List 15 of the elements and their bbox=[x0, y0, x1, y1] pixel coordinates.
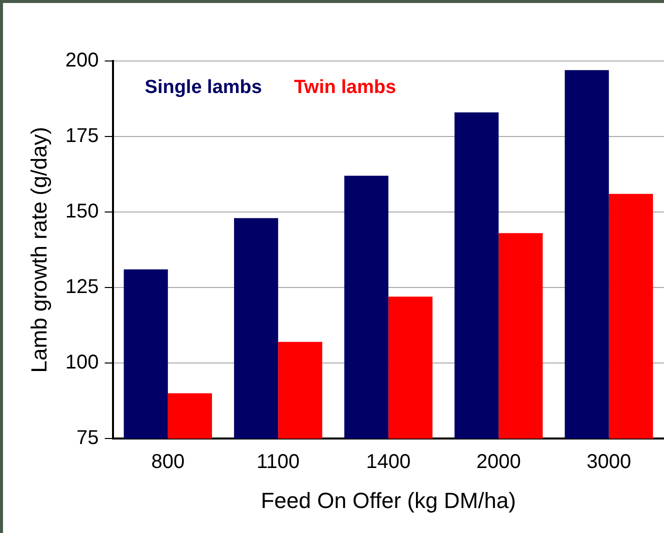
text: Single lambs bbox=[144, 77, 262, 98]
y-tick-label: 100 bbox=[65, 352, 99, 374]
text: Twin lambs bbox=[294, 77, 396, 98]
y-tick-label: 200 bbox=[65, 50, 99, 72]
x-tick-label: 1100 bbox=[256, 451, 300, 474]
x-tick-label: 1400 bbox=[366, 451, 411, 474]
x-tick-label: 2000 bbox=[476, 451, 521, 474]
y-tick-label: 150 bbox=[65, 200, 99, 223]
y-tick-label: 125 bbox=[65, 276, 99, 298]
x-tick-label: 3000 bbox=[586, 451, 632, 474]
y-tick-label: 75 bbox=[76, 427, 99, 450]
x-tick-label: 800 bbox=[151, 451, 185, 474]
x-axis-title: Feed On Offer (kg DM/ha) bbox=[260, 488, 516, 513]
y-axis-title: Lamb growth rate (g/day) bbox=[26, 126, 52, 373]
y-tick-label: 175 bbox=[65, 125, 99, 148]
